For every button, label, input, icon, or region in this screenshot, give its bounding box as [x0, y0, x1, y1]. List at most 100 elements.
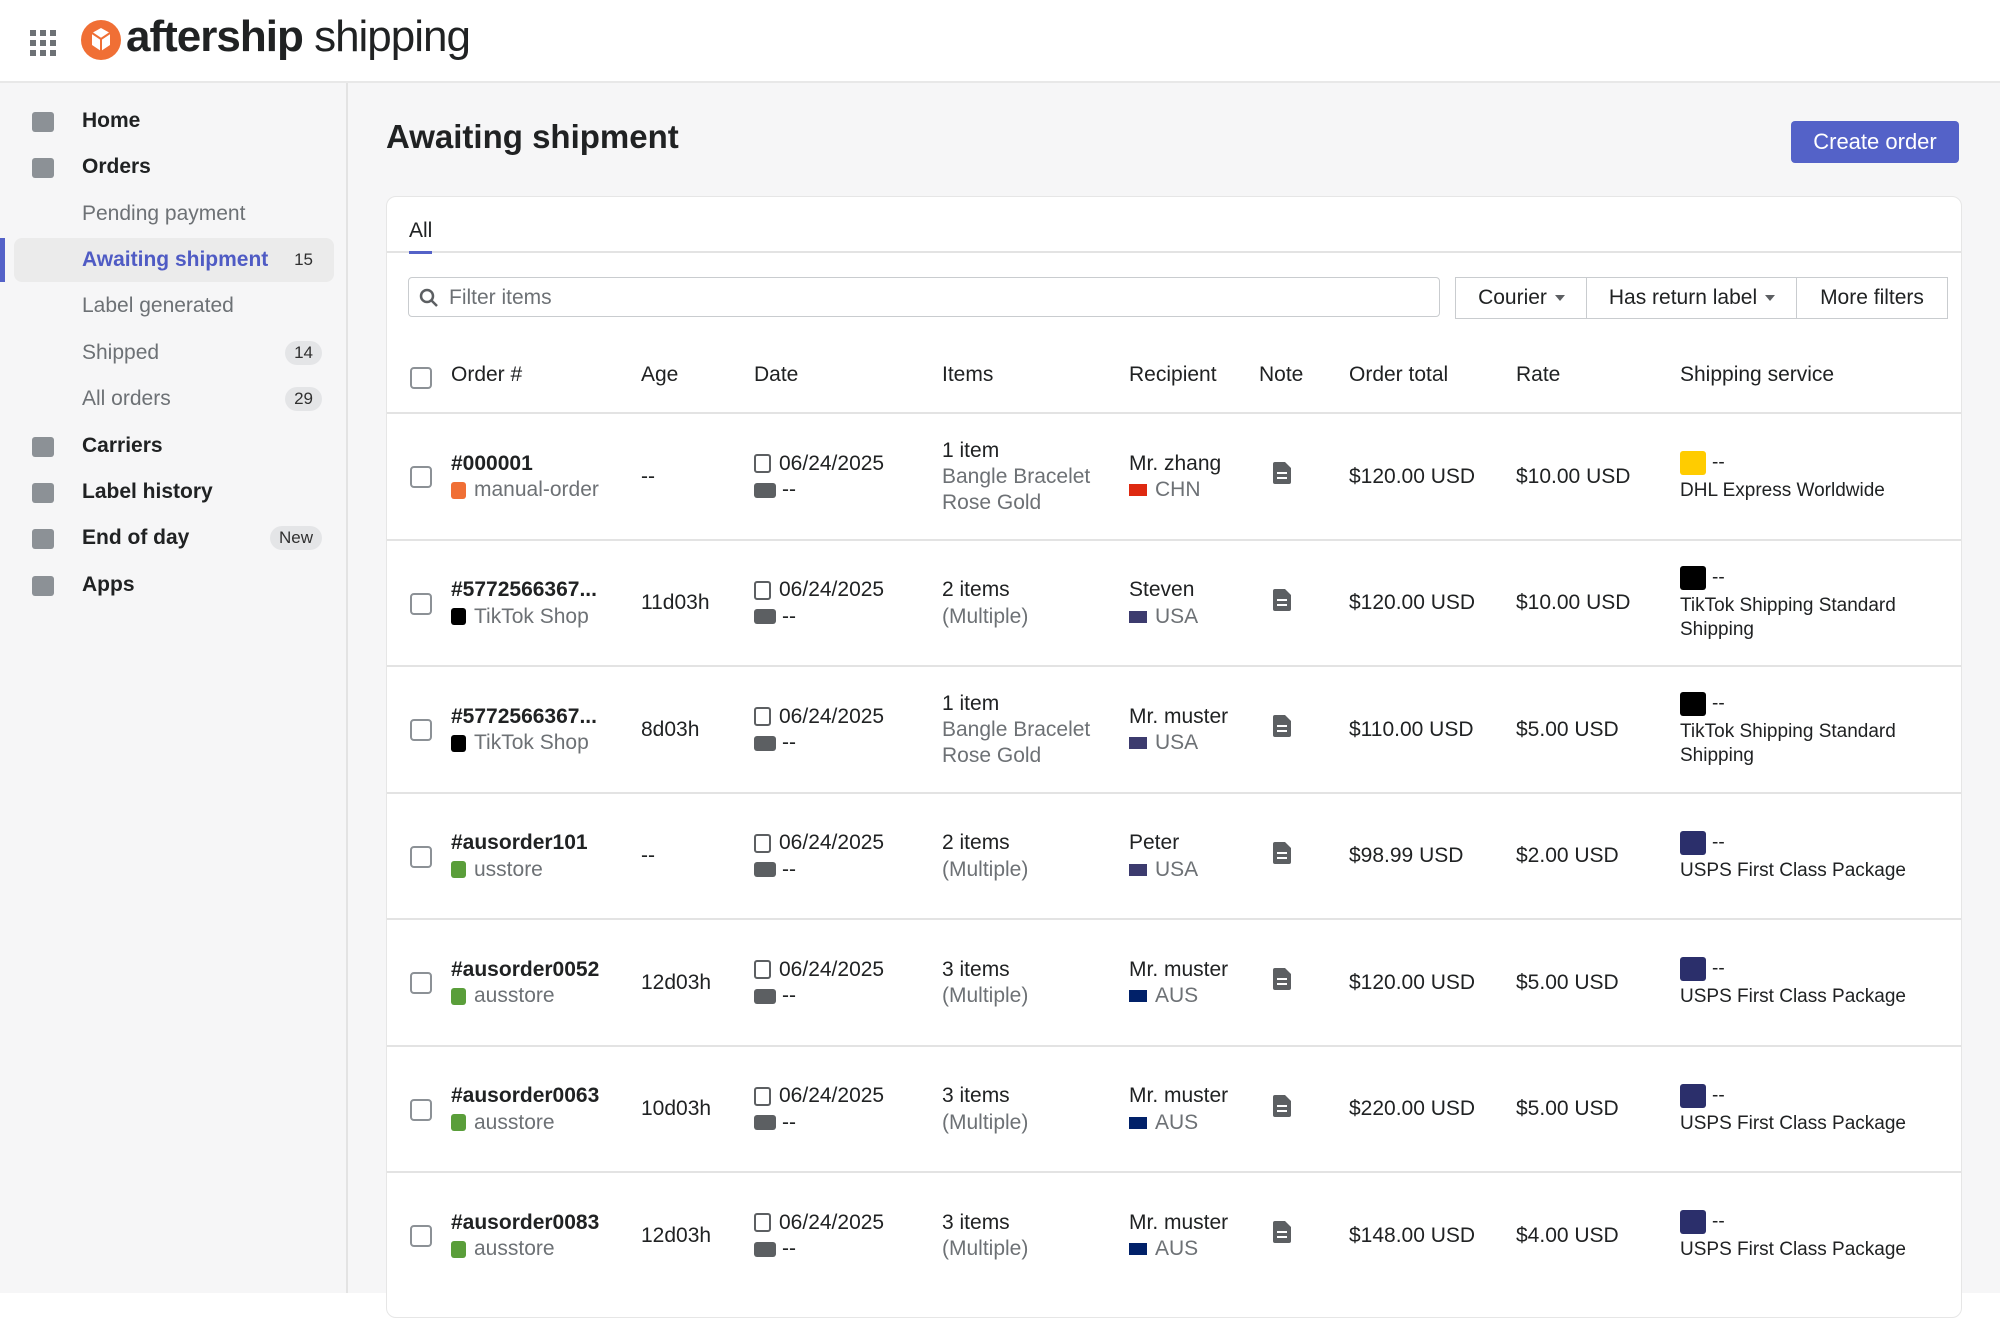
nav-badge: 15 — [294, 250, 313, 269]
filter-button[interactable]: Courier — [1455, 277, 1588, 319]
nav-item[interactable]: End of day New — [14, 516, 334, 560]
date-cell: 06/24/2025 -- — [754, 1173, 934, 1299]
nav-item[interactable]: Label generated — [14, 284, 334, 328]
nav-label: Carriers — [82, 434, 163, 457]
note-icon — [1273, 462, 1303, 491]
row-checkbox[interactable] — [410, 592, 432, 615]
nav-item[interactable]: Carriers — [14, 424, 334, 468]
nav-item[interactable]: Awaiting shipment 15 — [14, 238, 334, 282]
nav-label: All orders — [82, 387, 171, 410]
recipient-cell: Mr. zhang CHN — [1129, 414, 1269, 540]
order-row[interactable]: #000001 manual-order -- 06/24/2025 -- 1 item B… — [387, 412, 1961, 540]
nav-item[interactable]: Apps — [14, 563, 334, 607]
flag — [1129, 737, 1147, 750]
nav-icon-svg — [32, 158, 54, 178]
truck-icon — [754, 1115, 776, 1131]
order-row[interactable]: #ausorder0083 ausstore 12d03h 06/24/2025 -- 3… — [387, 1171, 1961, 1299]
filter-placeholder: Filter items — [449, 286, 552, 309]
order-row[interactable]: #5772566367... TikTok Shop 8d03h 06/24/2025… — [387, 665, 1961, 793]
order-cell: #ausorder0052 ausstore — [451, 920, 631, 1046]
service-code: -- — [1712, 1211, 1725, 1233]
order-number: #ausorder0052 — [451, 957, 600, 981]
age-cell: 8d03h — [641, 667, 741, 793]
filter-button[interactable]: More filters — [1796, 277, 1948, 319]
country-code: USA — [1155, 731, 1199, 754]
flag — [1129, 1116, 1147, 1129]
row-checkbox[interactable] — [410, 845, 432, 868]
truck-icon — [754, 988, 776, 1004]
order-row[interactable]: #ausorder0063 ausstore 10d03h 06/24/2025 -- 3… — [387, 1044, 1961, 1173]
country-code: USA — [1155, 857, 1199, 881]
recipient: Peter — [1129, 831, 1180, 855]
rate-cell: $2.00 USD — [1516, 794, 1676, 920]
note-icon — [1273, 1094, 1303, 1124]
order-total: $98.99 USD — [1349, 844, 1464, 868]
nav-icon — [30, 479, 56, 511]
order-total: $220.00 USD — [1349, 1097, 1476, 1121]
ship-date-text: -- — [782, 1237, 796, 1260]
nav-item[interactable]: All orders 29 — [14, 377, 334, 421]
total-cell: $120.00 USD — [1349, 541, 1509, 667]
column-header: Shipping service — [1680, 363, 1835, 386]
service-code: -- — [1712, 693, 1725, 715]
note-icon — [1273, 588, 1303, 618]
nav-item[interactable]: Orders — [14, 145, 334, 189]
nav-item[interactable]: Pending payment — [14, 192, 334, 236]
items-cell: 3 items (Multiple) — [942, 920, 1112, 1046]
header-checkbox[interactable] — [410, 367, 432, 389]
order-row[interactable]: #ausorder0052 ausstore 12d03h 06/24/2025 -- 3… — [387, 918, 1961, 1046]
order-row[interactable]: #5772566367... TikTok Shop 11d03h 06/24/202… — [387, 538, 1961, 667]
order-cell: #5772566367... TikTok Shop — [451, 667, 631, 793]
age: -- — [641, 464, 655, 488]
age-cell: 12d03h — [641, 1173, 741, 1299]
row-checkbox[interactable] — [410, 1225, 432, 1247]
create-order-button[interactable]: Create order — [1791, 121, 1959, 163]
items-count: 1 item — [942, 438, 1000, 462]
truck-icon — [754, 1241, 776, 1257]
note-icon — [1273, 1221, 1303, 1250]
filter-button[interactable]: Has return label — [1586, 277, 1798, 319]
row-checkbox[interactable] — [410, 719, 432, 741]
country: USA — [1129, 857, 1269, 883]
tab[interactable]: All — [409, 211, 433, 254]
row-checkbox[interactable] — [410, 1098, 432, 1121]
row-checkbox[interactable] — [410, 972, 432, 994]
truck-icon — [754, 609, 776, 625]
order-date: 06/24/2025 — [754, 957, 934, 983]
date-text: 06/24/2025 — [779, 578, 885, 602]
country-code: USA — [1155, 604, 1199, 628]
carrier-logo — [1680, 565, 1706, 590]
row-checkbox[interactable] — [410, 466, 432, 488]
rate-cell: $10.00 USD — [1516, 414, 1676, 540]
recipient: Mr. muster — [1129, 1210, 1229, 1234]
service-carrier: -- — [1680, 830, 1930, 855]
orders-card: All Filter items Courier Has return label… — [386, 196, 1962, 1318]
country-code: AUS — [1155, 984, 1199, 1007]
order-row[interactable]: #ausorder101 usstore -- 06/24/2025 -- 2 items… — [387, 791, 1961, 920]
app-grid-icon[interactable] — [30, 30, 56, 56]
service-name: TikTok Shipping Standard Shipping — [1680, 721, 1896, 766]
ship-date: -- — [754, 857, 934, 883]
note-cell — [1273, 1047, 1303, 1173]
truck-icon — [754, 482, 776, 498]
service-cell: -- USPS First Class Package — [1680, 1047, 1930, 1173]
service-name: DHL Express Worldwide — [1680, 480, 1885, 502]
items-cell: 1 item Bangle Bracelet Rose Gold — [942, 414, 1112, 540]
carrier-logo — [1680, 957, 1706, 982]
items-count: 3 items — [942, 1210, 1010, 1234]
ship-date-text: -- — [782, 731, 796, 754]
nav-icon-svg — [32, 529, 54, 549]
rate: $5.00 USD — [1516, 1097, 1619, 1121]
source-icon — [451, 987, 466, 1005]
source-name: ausstore — [474, 1110, 555, 1134]
nav-item[interactable]: Home — [14, 99, 334, 143]
source-icon — [451, 734, 466, 752]
nav-item[interactable]: Shipped 14 — [14, 331, 334, 375]
rate: $4.00 USD — [1516, 1223, 1619, 1247]
nav-item[interactable]: Label history — [14, 470, 334, 514]
note-cell — [1273, 414, 1303, 540]
filter-input[interactable]: Filter items — [408, 277, 1440, 317]
nav-label: Label history — [82, 480, 213, 503]
service-cell: -- USPS First Class Package — [1680, 1173, 1930, 1299]
source-icon — [451, 861, 466, 879]
